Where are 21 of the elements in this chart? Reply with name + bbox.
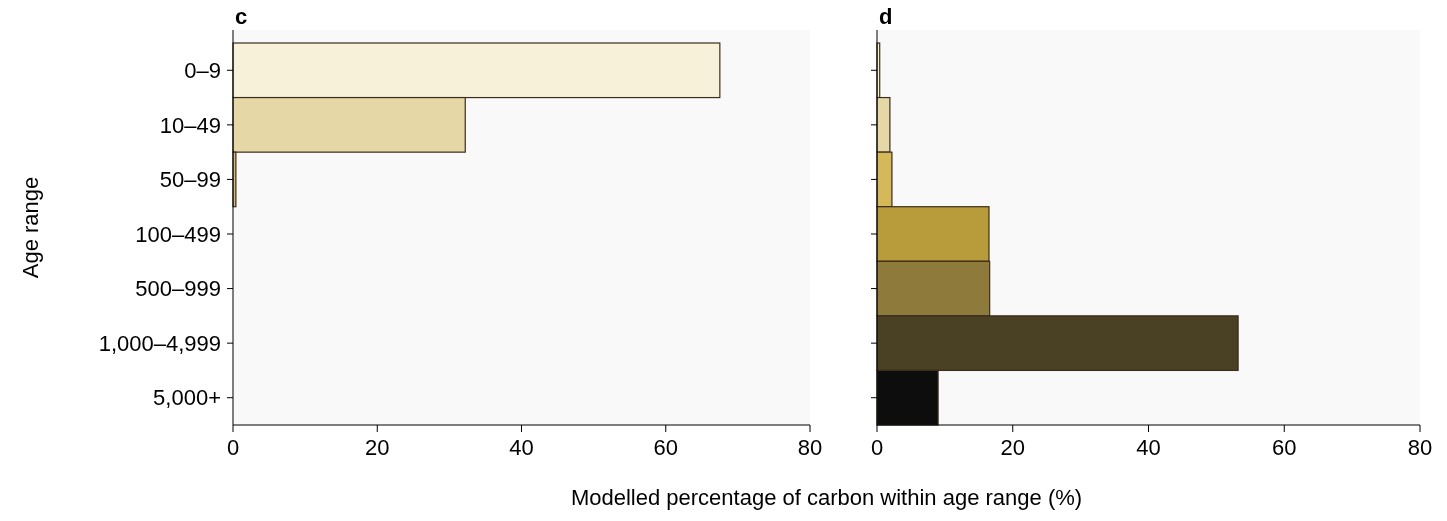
- chart-title: d: [879, 4, 893, 29]
- y-tick-label: 10–49: [159, 112, 221, 138]
- y-tick-label: 500–999: [135, 276, 221, 302]
- x-tick-label: 40: [509, 435, 534, 460]
- y-tick-label: 0–9: [184, 57, 221, 83]
- y-axis-title: Age range: [18, 176, 43, 279]
- x-tick-label: 40: [1136, 435, 1161, 460]
- x-tick-label: 80: [1407, 435, 1433, 460]
- x-tick-label: 0: [226, 435, 240, 460]
- y-tick-label: 5,000+: [153, 385, 221, 411]
- x-tick-label: 20: [1000, 435, 1025, 460]
- x-tick-label: 60: [1272, 435, 1297, 460]
- y-tick-label: 100–499: [135, 221, 221, 247]
- x-axis-title: Modelled percentage of carbon within age range (%): [570, 485, 1083, 510]
- y-tick-label: 1,000–4,999: [98, 330, 221, 356]
- y-tick-label: 50–99: [159, 167, 221, 193]
- chart-title: c: [235, 4, 248, 29]
- x-tick-label: 0: [870, 435, 884, 460]
- x-tick-label: 60: [653, 435, 678, 460]
- x-tick-label: 20: [365, 435, 390, 460]
- x-tick-label: 80: [797, 435, 823, 460]
